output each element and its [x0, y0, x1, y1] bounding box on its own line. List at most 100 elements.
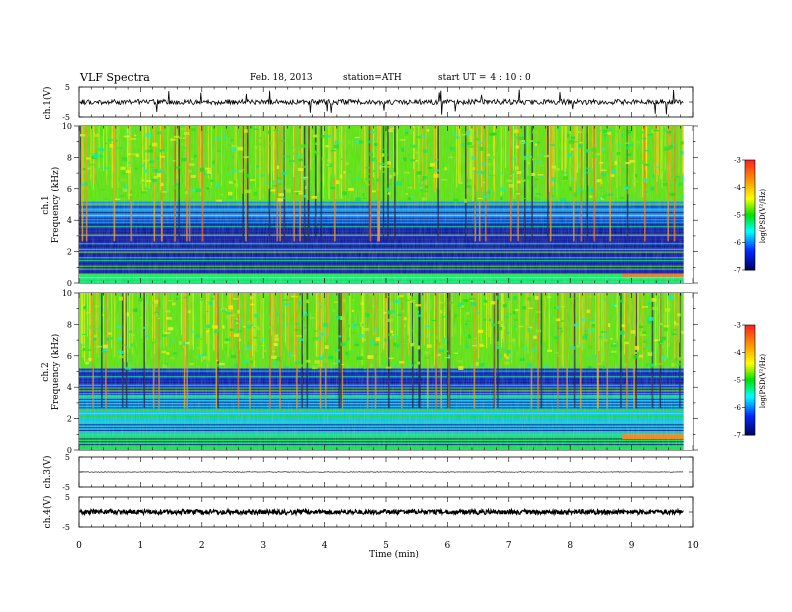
ch4-wave-ylabel: ch.4(V)	[42, 496, 53, 529]
x-tick-label: 0	[76, 541, 82, 551]
colorbar-tick-label: -6	[734, 404, 741, 412]
colorbar-cell	[745, 422, 755, 425]
colorbar-cell	[745, 163, 755, 166]
colorbar-cell	[745, 405, 755, 408]
colorbar-cell	[745, 409, 755, 412]
y-tick-label: 6	[67, 352, 72, 361]
colorbar-tick-label: -5	[734, 377, 741, 385]
colorbar-cell	[745, 392, 755, 396]
colorbar-cell	[745, 215, 755, 218]
colorbar-cell	[745, 372, 755, 375]
colorbar-cell	[745, 334, 755, 337]
colorbar-cell	[745, 233, 755, 236]
colorbar-cell	[745, 257, 755, 260]
date-label: Feb. 18, 2013	[250, 73, 313, 83]
ch1-spec-ylabel-freq: Frequency (kHz)	[50, 167, 61, 244]
colorbar-cell	[745, 180, 755, 183]
figure-title: VLF Spectra	[80, 71, 150, 84]
colorbar-cell	[745, 191, 755, 194]
colorbar-cell	[745, 348, 755, 352]
colorbar-cell	[745, 259, 755, 262]
colorbar-cell	[745, 429, 755, 432]
colorbar-cell	[745, 359, 755, 363]
colorbar-cell	[745, 343, 755, 346]
colorbar-cell	[745, 224, 755, 227]
colorbar-cell	[745, 424, 755, 427]
y-tick-label: -5	[62, 523, 70, 532]
colorbar-cell	[745, 420, 755, 423]
colorbar-cell	[745, 337, 755, 341]
y-tick-label: 10	[62, 289, 72, 298]
colorbar-tick-label: -4	[734, 184, 741, 192]
colorbar-cell	[745, 350, 755, 353]
colorbar-tick-label: -4	[734, 349, 741, 357]
colorbar-tick-label: -7	[734, 267, 741, 275]
colorbar-cell	[745, 367, 755, 370]
colorbar-cell	[745, 187, 755, 190]
colorbar-cell	[745, 374, 755, 377]
start-ut-value: 4 : 10 : 0	[490, 73, 531, 83]
colorbar-cell	[745, 365, 755, 368]
colorbar-cell	[745, 260, 755, 264]
colorbar-cell	[745, 220, 755, 223]
spectrogram-empty-tail	[683, 126, 693, 283]
y-tick-label: 6	[67, 185, 72, 194]
x-tick-label: 7	[506, 541, 512, 551]
colorbar-cell	[745, 226, 755, 229]
colorbar-cell	[745, 330, 755, 333]
colorbar-cell	[745, 339, 755, 342]
x-tick-label: 6	[445, 541, 451, 551]
colorbar-cell	[745, 169, 755, 172]
y-tick-label: 8	[67, 320, 72, 329]
y-tick-label: -5	[62, 113, 70, 122]
colorbar-cell	[745, 160, 755, 163]
colorbar-cell	[745, 398, 755, 401]
colorbar-cell	[745, 165, 755, 168]
colorbar-cell	[745, 356, 755, 359]
colorbar-cell	[745, 194, 755, 198]
colorbar-cell	[745, 207, 755, 210]
colorbar-cell	[745, 347, 755, 350]
colorbar-cell	[745, 249, 755, 253]
colorbar-cell	[745, 418, 755, 421]
colorbar-cell	[745, 431, 755, 434]
start-ut-prefix: start UT =	[438, 73, 487, 83]
colorbar-tick-label: -5	[734, 212, 741, 220]
x-tick-label: 4	[322, 541, 328, 551]
station-label: station=ATH	[343, 73, 402, 83]
y-tick-label: 0	[67, 446, 72, 455]
colorbar-cell	[745, 209, 755, 212]
colorbar-cell	[745, 211, 755, 214]
colorbar-cell	[745, 246, 755, 249]
ch1-wave-ylabel: ch.1(V)	[42, 87, 53, 120]
colorbar-cell	[745, 200, 755, 203]
colorbar-cell	[745, 244, 755, 247]
colorbar-cell	[745, 385, 755, 388]
colorbar-cell	[745, 183, 755, 187]
colorbar-cell	[745, 425, 755, 429]
colorbar-cell	[745, 238, 755, 242]
colorbar-cell	[745, 213, 755, 216]
y-tick-label: 4	[67, 383, 72, 392]
ch1-spec-ylabel-ch: ch.1	[41, 195, 51, 214]
y-tick-label: -5	[62, 483, 70, 492]
colorbar-cell	[745, 380, 755, 383]
colorbar-cell	[745, 369, 755, 372]
x-tick-label: 9	[629, 541, 635, 551]
colorbar-cell	[745, 268, 755, 271]
colorbar-tick-label: -6	[734, 239, 741, 247]
ch2-spec-ylabel-ch: ch.2	[41, 362, 51, 381]
colorbar-cell	[745, 161, 755, 165]
colorbar-cell	[745, 352, 755, 355]
colorbar-cell	[745, 345, 755, 348]
colorbar-cell	[745, 176, 755, 179]
x-tick-label: 2	[199, 541, 205, 551]
colorbar-cell	[745, 185, 755, 188]
colorbar-cell	[745, 189, 755, 192]
ch2-spec-ylabel-freq: Frequency (kHz)	[50, 334, 61, 411]
colorbar-cell	[745, 218, 755, 221]
colorbar-cell	[745, 264, 755, 267]
